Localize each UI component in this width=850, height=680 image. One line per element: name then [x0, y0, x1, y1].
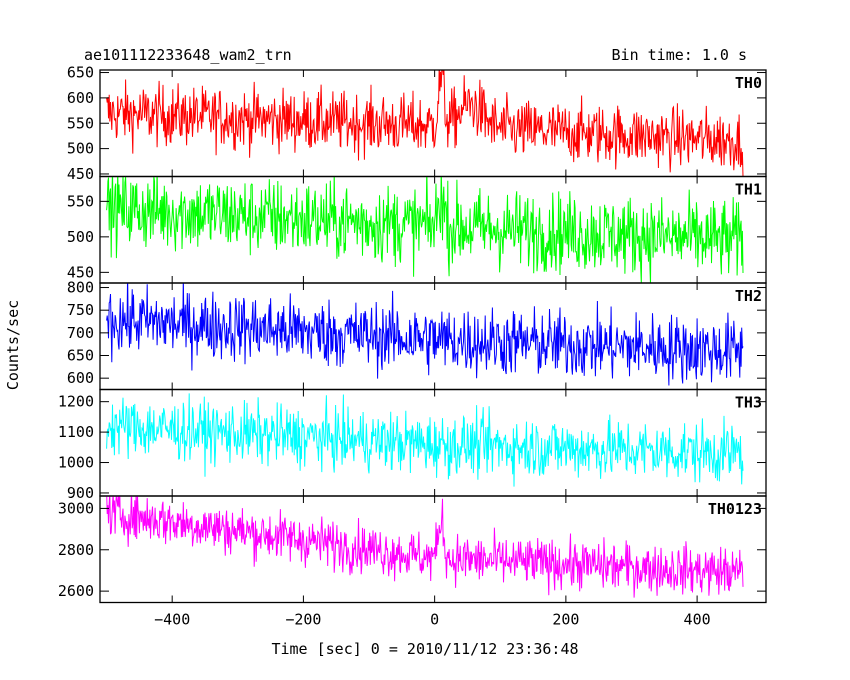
panel-label: TH2	[735, 287, 762, 305]
panel-label: TH0123	[708, 500, 762, 518]
x-tick-label: 400	[684, 611, 711, 629]
y-tick-label: 800	[67, 279, 94, 297]
x-tick-label: −200	[285, 611, 321, 629]
y-tick-label: 1100	[58, 423, 94, 441]
y-tick-label: 650	[67, 347, 94, 365]
y-tick-label: 550	[67, 192, 94, 210]
y-tick-label: 750	[67, 301, 94, 319]
panel-frame	[99, 495, 767, 604]
y-tick-label: 2600	[58, 582, 94, 600]
y-tick-label: 1200	[58, 393, 94, 411]
panel-th2: 600 650 700 750 800 TH2	[67, 279, 767, 391]
panel-label: TH0	[735, 74, 762, 92]
x-axis-title: Time [sec] 0 = 2010/11/12 23:36:48	[271, 640, 578, 658]
y-tick-label: 550	[67, 114, 94, 132]
x-tick-label: 200	[552, 611, 579, 629]
x-tick-label: −400	[154, 611, 190, 629]
panel-label: TH1	[735, 181, 762, 199]
series-th0123	[106, 496, 744, 598]
series-th1	[106, 176, 744, 283]
y-tick-label: 3000	[58, 499, 94, 517]
y-tick-label: 2800	[58, 541, 94, 559]
x-axis: −400 −200 0 200 400	[154, 611, 711, 629]
y-tick-label: 500	[67, 228, 94, 246]
panel-label: TH3	[735, 394, 762, 412]
header-right: Bin time: 1.0 s	[612, 46, 747, 64]
y-tick-label: 450	[67, 165, 94, 183]
x-tick-label: 0	[430, 611, 439, 629]
panels: 450 500 550 600 650 TH0 450 500 550 TH1 600 650 700 7…	[58, 64, 767, 604]
y-tick-label: 900	[67, 484, 94, 502]
y-tick-label: 1000	[58, 454, 94, 472]
y-tick-label: 600	[67, 89, 94, 107]
series-th0	[106, 70, 744, 177]
series-th2	[106, 283, 744, 386]
panel-th0123: 2600 2800 3000 TH0123	[58, 495, 767, 604]
header-left: ae101112233648_wam2_trn	[84, 46, 292, 64]
y-tick-label: 500	[67, 140, 94, 158]
y-tick-label: 450	[67, 263, 94, 281]
y-tick-label: 700	[67, 324, 94, 342]
series-th3	[106, 393, 744, 487]
panel-th1: 450 500 550 TH1	[67, 175, 767, 284]
panel-th0: 450 500 550 600 650 TH0	[67, 64, 767, 183]
y-tick-label: 650	[67, 64, 94, 82]
y-axis-title: Counts/sec	[4, 300, 22, 390]
panel-th3: 900 1000 1100 1200 TH3	[58, 388, 767, 502]
y-tick-label: 600	[67, 369, 94, 387]
